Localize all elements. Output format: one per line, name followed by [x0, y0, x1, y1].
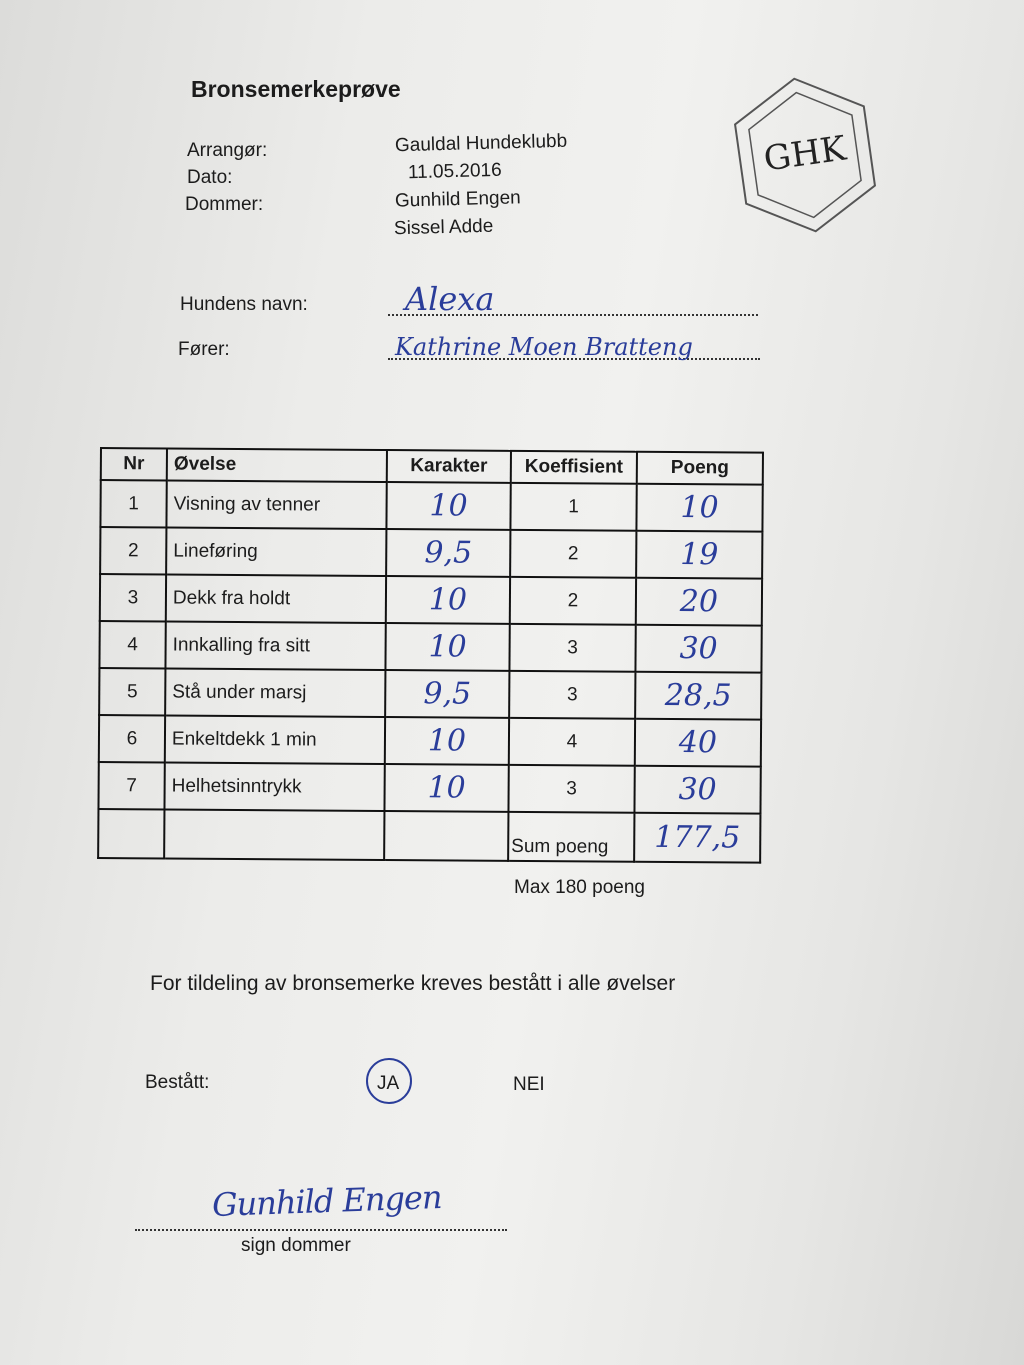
coef: 3: [509, 670, 636, 719]
sum-label: Sum poeng: [508, 811, 635, 862]
nr: 3: [99, 574, 167, 622]
club-stamp: GHK: [730, 70, 880, 240]
coef: 1: [510, 482, 637, 531]
nr: 4: [99, 621, 166, 669]
table-row: 4 Innkalling fra sitt 10 3 30: [99, 621, 762, 673]
points: 20: [635, 577, 763, 626]
header-exercise: Øvelse: [166, 448, 387, 483]
grade: 10: [384, 716, 510, 765]
table-row: 6 Enkeltdekk 1 min 10 4 40: [98, 715, 762, 767]
header-points: Poeng: [636, 451, 763, 485]
points: 30: [635, 624, 762, 673]
table-header: Nr Øvelse Karakter Koeffisient Poeng: [100, 448, 763, 485]
no-option: NEI: [513, 1074, 545, 1095]
svg-text:GHK: GHK: [761, 128, 849, 179]
nr: 6: [98, 715, 166, 763]
date-label: Dato:: [187, 167, 233, 188]
yes-option: JA: [377, 1073, 400, 1094]
sum-value: 177,5: [634, 812, 761, 863]
header-coef: Koeffisient: [510, 450, 637, 484]
exercise: Visning av tenner: [166, 480, 387, 530]
table-row: 1 Visning av tenner 10 1 10: [100, 480, 763, 532]
handler-value: Kathrine Moen Bratteng: [395, 333, 693, 361]
passed-label: Bestått:: [145, 1072, 210, 1093]
document-title: Bronsemerkeprøve: [191, 76, 401, 102]
club-logo-icon: GHK: [733, 77, 877, 233]
nr: 5: [99, 668, 166, 716]
coef: 3: [509, 623, 636, 672]
selected-circle: [366, 1058, 412, 1104]
grade: 10: [384, 763, 509, 812]
header-grade: Karakter: [386, 450, 511, 483]
table-row: 3 Dekk fra holdt 10 2 20: [99, 574, 763, 626]
points: 30: [634, 765, 761, 814]
handler-label: Fører:: [178, 339, 230, 360]
arranger-value: Gauldal Hundeklubb: [394, 130, 568, 157]
table-row: 2 Lineføring 9,5 2 19: [100, 527, 763, 579]
nr: 1: [100, 480, 167, 528]
grade: 10: [385, 576, 511, 624]
nr: 2: [100, 527, 167, 575]
judge-2: Sissel Adde: [393, 215, 494, 240]
exercise: Stå under marsj: [165, 668, 386, 717]
table-row: 7 Helhetsinntrykk 10 3 30: [98, 761, 761, 814]
exercise: Helhetsinntrykk: [164, 762, 385, 811]
grade: 10: [385, 622, 510, 671]
grade: 10: [386, 482, 511, 530]
grade: 9,5: [385, 669, 510, 718]
judge-1: Gunhild Engen: [394, 187, 521, 212]
signature-label: sign dommer: [241, 1235, 351, 1256]
signature-text: Gunhild Engen: [211, 1178, 443, 1224]
exercise: Dekk fra holdt: [165, 574, 387, 623]
arranger-label: Arrangør:: [187, 140, 268, 161]
judge-label: Dommer:: [185, 194, 264, 215]
nr: 7: [98, 761, 165, 810]
sum-row: Sum poeng 177,5: [98, 808, 761, 863]
header-nr: Nr: [100, 448, 167, 481]
coef: 4: [508, 717, 636, 766]
grade: 9,5: [386, 529, 511, 577]
exercise: Lineføring: [166, 527, 387, 577]
max-points-label: Max 180 poeng: [514, 877, 645, 898]
points: 40: [634, 718, 762, 767]
coef: 2: [510, 529, 637, 578]
date-value: 11.05.2016: [407, 159, 502, 184]
dog-name-value: Alexa: [405, 280, 495, 318]
exercise: Enkeltdekk 1 min: [164, 715, 386, 764]
points: 28,5: [635, 671, 762, 720]
requirement-text: For tildeling av bronsemerke kreves best…: [150, 972, 676, 995]
points: 10: [636, 483, 763, 532]
dog-name-label: Hundens navn:: [180, 294, 308, 315]
score-table: Nr Øvelse Karakter Koeffisient Poeng 1 Vi…: [97, 447, 764, 864]
coef: 3: [508, 764, 635, 813]
exercise: Innkalling fra sitt: [165, 621, 386, 670]
table-row: 5 Stå under marsj 9,5 3 28,5: [99, 668, 762, 720]
coef: 2: [509, 576, 637, 625]
points: 19: [636, 530, 763, 579]
